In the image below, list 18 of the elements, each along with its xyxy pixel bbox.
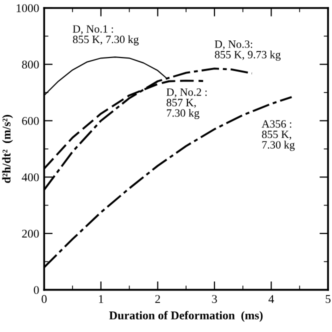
y-tick-label: 1000 bbox=[16, 4, 39, 12]
y-tick-label: 400 bbox=[22, 173, 39, 182]
annotation: D, No.2 : 857 K, 7.30 kg bbox=[166, 88, 207, 120]
x-tick-label: 0 bbox=[42, 295, 47, 304]
y-tick-label: 0 bbox=[34, 286, 39, 294]
annotation: D, No.3: 855 K, 9.73 kg bbox=[214, 40, 281, 61]
x-tick-label: 1 bbox=[99, 295, 104, 303]
annotation: A356 : 855 K, 7.30 kg bbox=[262, 120, 295, 151]
x-tick-label: 5 bbox=[326, 295, 331, 304]
annotation: D, No.1 : 855 K, 7.30 kg bbox=[72, 25, 139, 46]
x-tick-label: 3 bbox=[212, 295, 217, 304]
y-tick-label: 800 bbox=[22, 60, 39, 69]
y-tick-label: 600 bbox=[22, 116, 39, 125]
x-axis-title: Duration of Deformation (ms) bbox=[109, 310, 263, 322]
y-tick-label: 200 bbox=[22, 230, 39, 238]
x-tick-label: 4 bbox=[268, 295, 274, 303]
x-tick-label: 2 bbox=[155, 295, 160, 303]
y-axis-title: d²h/dt² (m/s²) bbox=[2, 114, 13, 183]
